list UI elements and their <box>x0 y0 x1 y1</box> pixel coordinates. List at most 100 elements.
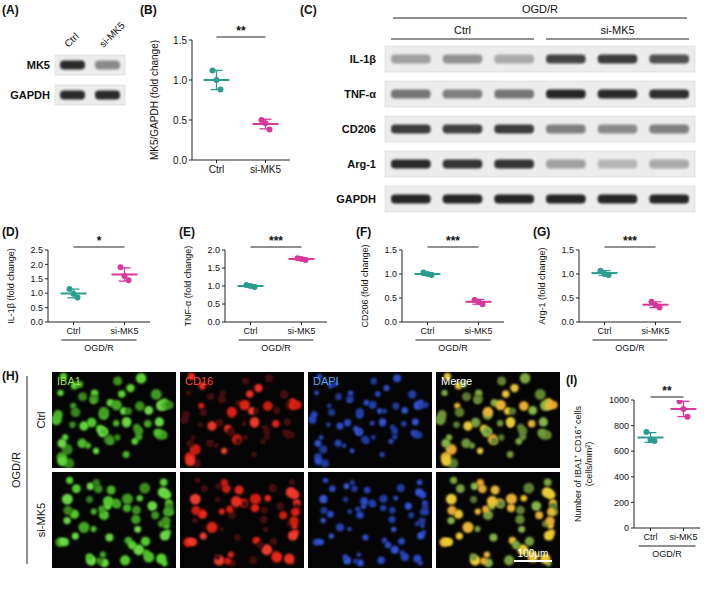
cell <box>351 485 358 492</box>
cell <box>474 398 480 404</box>
y-tick-label: 200 <box>614 498 629 508</box>
cell <box>535 511 543 519</box>
point <box>681 406 687 412</box>
y-tick <box>45 264 48 265</box>
cell <box>251 452 257 458</box>
y-tick-label: 0.0 <box>561 317 574 327</box>
cell <box>485 428 492 435</box>
band <box>598 195 638 204</box>
cell <box>375 391 381 397</box>
band <box>443 160 483 169</box>
cell <box>516 506 525 515</box>
cell <box>234 534 240 540</box>
y-tick-label: 2.5 <box>30 245 43 255</box>
cell <box>383 385 389 391</box>
y-tick <box>222 304 225 305</box>
cell <box>515 515 524 524</box>
cell <box>401 553 409 561</box>
cell <box>226 506 233 513</box>
cell <box>520 373 530 383</box>
cell <box>327 404 332 409</box>
cell <box>329 485 336 492</box>
cell <box>336 422 343 429</box>
cell <box>382 409 387 414</box>
cell <box>446 494 457 505</box>
x-tick-label: si-MK5 <box>287 326 315 336</box>
cell <box>160 531 170 541</box>
blot-strip <box>385 81 695 107</box>
y-tick <box>631 425 634 426</box>
cell <box>246 390 253 397</box>
cell <box>104 434 114 444</box>
band <box>95 61 120 70</box>
group-line <box>416 340 491 341</box>
cell <box>328 409 335 416</box>
y-axis <box>579 250 580 322</box>
cell <box>63 517 70 524</box>
y-axis <box>402 250 403 322</box>
y-tick-label: 0 <box>624 523 629 533</box>
x-tick <box>683 528 684 531</box>
y-tick-label: 1.5 <box>30 274 43 284</box>
cell <box>165 401 173 409</box>
x-tick <box>250 322 251 325</box>
cell <box>391 546 399 554</box>
cell <box>242 421 247 426</box>
cell <box>447 517 454 524</box>
cell <box>350 449 355 454</box>
x-tick <box>73 322 74 325</box>
y-tick-label: 1.0 <box>207 281 220 291</box>
cell <box>200 532 207 539</box>
cell <box>286 487 297 498</box>
point <box>75 295 81 301</box>
cell <box>361 435 369 443</box>
y-tick <box>45 322 48 323</box>
y-tick-label: 0.5 <box>207 299 220 309</box>
x-tick <box>427 322 428 325</box>
panel-letter: (D) <box>2 225 19 239</box>
y-tick <box>576 322 579 323</box>
cell <box>131 515 140 524</box>
x-axis <box>225 322 327 323</box>
cell <box>347 398 352 403</box>
band <box>598 160 638 169</box>
point <box>606 272 612 278</box>
cell <box>456 484 465 493</box>
cell <box>507 451 514 458</box>
cell <box>415 488 423 496</box>
cell <box>446 434 452 440</box>
cell <box>413 555 421 563</box>
cell <box>347 509 352 514</box>
cell <box>69 421 76 428</box>
y-tick-label: 1.5 <box>173 35 187 46</box>
cell <box>377 408 383 414</box>
cell <box>288 531 298 541</box>
point <box>263 120 269 126</box>
cell <box>257 542 264 549</box>
y-tick-label: 0.5 <box>561 293 574 303</box>
marks <box>204 67 279 132</box>
y-axis-title: MK5/GAPDH (fold change) <box>149 40 160 160</box>
band <box>494 55 534 64</box>
cell <box>510 384 518 392</box>
point <box>644 429 650 435</box>
cell <box>105 533 113 541</box>
micrograph <box>52 372 176 468</box>
cell <box>319 445 327 453</box>
band <box>649 90 689 99</box>
band <box>546 195 586 204</box>
cell <box>320 507 327 514</box>
y-tick-label: 0.0 <box>207 317 220 327</box>
cell <box>417 479 423 485</box>
band <box>95 91 120 100</box>
y-tick-label: 1000 <box>609 395 629 405</box>
y-tick-label: 0.0 <box>30 317 43 327</box>
cell <box>528 420 535 427</box>
cell <box>379 495 387 503</box>
panel-letter: (G) <box>533 225 550 239</box>
blot-strip <box>385 186 695 212</box>
cell <box>125 408 132 415</box>
cell <box>242 377 249 384</box>
cell <box>134 526 141 533</box>
cell <box>419 517 426 524</box>
